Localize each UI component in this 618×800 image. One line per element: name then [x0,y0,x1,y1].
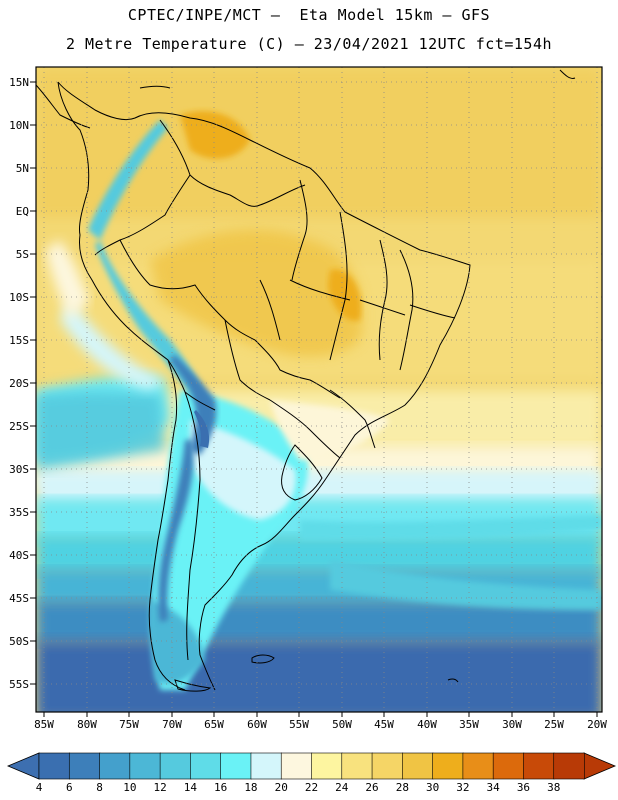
colorbar-swatch [553,752,585,780]
lat-label: 10S [9,291,29,304]
lon-label: 60W [247,718,267,731]
lat-label: 10N [9,119,29,132]
colorbar-swatch [492,752,525,780]
lat-label: 45S [9,592,29,605]
lon-label: 20W [587,718,607,731]
lat-label: 50S [9,635,29,648]
colorbar-swatch [190,752,222,780]
colorbar-tick-label: 4 [35,781,43,794]
colorbar-swatch [68,752,101,780]
lon-label: 70W [162,718,182,731]
colorbar-swatch [523,752,555,780]
colorbar-swatch [311,752,343,780]
coastline-and-borders [36,69,576,692]
colorbar-tick-label: 28 [395,781,409,794]
lon-label: 80W [77,718,97,731]
colorbar-tick-label: 14 [183,781,197,794]
colorbar-tick-label: 38 [547,781,561,794]
map-title-line-1: CPTEC/INPE/MCT – Eta Model 15km – GFS [127,6,491,24]
colorbar-swatch [38,752,71,780]
lon-label: 50W [332,718,352,731]
colorbar-swatch [220,752,252,780]
colorbar-swatch [280,752,313,780]
latitude-labels: 15N 10N 5N EQ 5S 10S 15S 20S 25S 30S 35S… [9,76,29,691]
lon-label: 40W [417,718,437,731]
lon-label: 35W [459,718,479,731]
longitude-labels: 85W 80W 75W 70W 65W 60W 55W 50W 45W 40W … [34,718,607,731]
colorbar-tick-label: 34 [486,781,500,794]
colorbar-tick-label: 8 [96,781,103,794]
colorbar-swatch [432,752,464,780]
lat-label: 30S [9,463,29,476]
colorbar-tick-label: 26 [365,781,379,794]
colorbar-right-arrow [583,752,617,780]
colorbar-tick-label: 22 [304,781,319,794]
map-title-line-2: 2 Metre Temperature (C) – 23/04/2021 12U… [65,35,553,53]
colorbar-left-arrow [6,752,40,780]
colorbar-tick-label: 30 [425,781,440,794]
temperature-field [36,67,602,712]
colorbar-swatch [250,752,283,780]
lon-label: 55W [289,718,309,731]
colorbar-swatch [462,752,494,780]
colorbar-tick-label: 12 [153,781,167,794]
lon-label: 85W [34,718,54,731]
colorbar-tick-label: 10 [123,781,137,794]
colorbar-tick-label: 24 [335,781,349,794]
lat-label: 15N [9,76,29,89]
map-frame [35,66,603,713]
colorbar-swatch [159,752,192,780]
lon-label: 65W [204,718,224,731]
colorbar [6,752,617,780]
lat-label: 25S [9,420,29,433]
lat-label: EQ [16,205,29,218]
colorbar-tick-label: 6 [65,781,73,794]
lat-label: 55S [9,678,29,691]
colorbar-tick-label: 18 [244,781,258,794]
colorbar-tick-label: 32 [456,781,470,794]
lon-label: 75W [119,718,139,731]
colorbar-swatch [402,752,434,780]
colorbar-swatch [341,752,373,780]
lat-label: 15S [9,334,29,347]
colorbar-tick-label: 16 [214,781,228,794]
colorbar-tick-label: 20 [274,781,288,794]
colorbar-swatch [129,752,161,780]
lon-label: 25W [544,718,564,731]
colorbar-swatch [371,752,404,780]
lat-label: 5S [16,248,29,261]
lat-label: 5N [16,162,29,175]
colorbar-tick-label: 36 [516,781,531,794]
colorbar-swatch [99,752,131,780]
lat-label: 40S [9,549,29,562]
lon-label: 45W [374,718,394,731]
lat-label: 20S [9,377,29,390]
axis-ticks [30,81,598,717]
lat-label: 35S [9,506,29,519]
lon-label: 30W [502,718,522,731]
